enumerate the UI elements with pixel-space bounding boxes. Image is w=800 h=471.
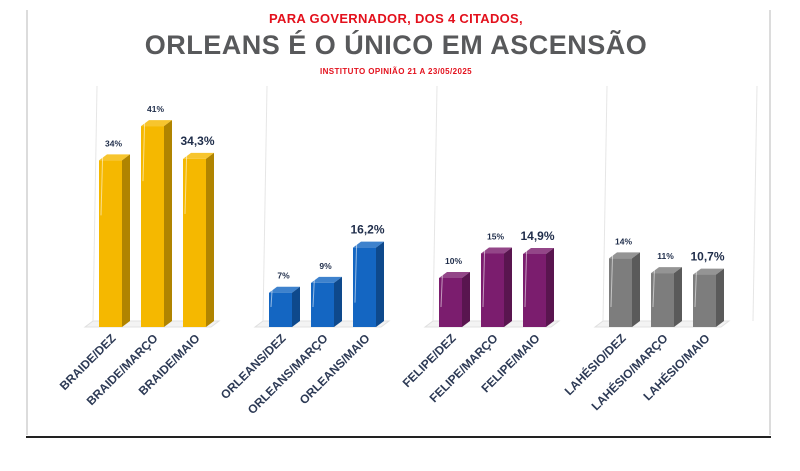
bar-top: [353, 241, 384, 248]
category-label: ORLEANS/MARÇO: [245, 331, 331, 417]
leader-line: [184, 140, 188, 214]
leader-line: [100, 142, 104, 216]
value-label: 7%: [277, 271, 290, 281]
leader-line: [440, 259, 444, 308]
bar-top: [523, 247, 554, 254]
bar-side: [122, 154, 130, 327]
bar-front: [141, 126, 164, 327]
bar-side: [334, 276, 342, 327]
bottom-rule: [26, 436, 771, 438]
bar: [311, 264, 342, 327]
bar-front: [269, 292, 292, 327]
bar-top: [183, 152, 214, 159]
chart-supertitle: PARA GOVERNADOR, DOS 4 CITADOS,: [269, 11, 523, 26]
value-label: 14%: [615, 236, 632, 246]
chart-title: ORLEANS É O ÚNICO EM ASCENSÃO: [144, 30, 648, 60]
bar-top: [141, 120, 172, 127]
value-label: 34%: [105, 138, 122, 148]
bar-top: [439, 272, 470, 278]
value-label: 34,3%: [180, 134, 214, 148]
bar: [481, 235, 512, 327]
leader-line: [482, 235, 486, 308]
bar: [609, 240, 640, 327]
bar-side: [164, 120, 172, 327]
bar-side: [716, 268, 724, 327]
bar-side: [546, 247, 554, 327]
leader-line: [142, 108, 146, 182]
bar-top: [651, 267, 682, 274]
value-label: 9%: [319, 261, 332, 271]
bar: [439, 259, 470, 327]
bar-front: [651, 273, 674, 327]
category-label: LAHÉSIO/MARÇO: [588, 331, 671, 414]
leader-line: [354, 229, 358, 303]
bar-side: [292, 286, 300, 327]
bar: [651, 255, 682, 327]
bar-top: [481, 247, 512, 254]
bar: [99, 142, 130, 327]
bar-top: [693, 268, 724, 275]
frame-right-border: [769, 10, 771, 435]
bar-front: [353, 247, 376, 327]
value-label: 15%: [487, 232, 504, 242]
leader-line: [610, 240, 614, 308]
value-label: 10,7%: [690, 250, 724, 264]
bar-side: [206, 152, 214, 327]
leader-line: [312, 264, 316, 308]
bars: [99, 108, 724, 327]
leader-line: [652, 255, 656, 308]
bar-front: [481, 253, 504, 327]
bar-side: [632, 252, 640, 327]
frame-left-border: [26, 10, 28, 435]
bar-front: [523, 253, 546, 327]
grid-line: [602, 85, 608, 322]
bar: [269, 274, 300, 327]
bar-front: [99, 160, 122, 327]
leader-line: [694, 256, 698, 308]
bar-front: [183, 158, 206, 327]
grid-line: [92, 85, 98, 322]
value-label: 10%: [445, 256, 462, 266]
bar: [183, 140, 214, 327]
category-label: BRAIDE/MARÇO: [84, 331, 161, 408]
bar-front: [439, 278, 462, 327]
grid-line: [262, 85, 268, 322]
bar-side: [462, 272, 470, 327]
grid-line: [752, 85, 758, 322]
bar-top: [609, 252, 640, 259]
bar-top: [99, 154, 130, 161]
bar-front: [311, 282, 334, 327]
bar-side: [674, 267, 682, 327]
bar-front: [609, 258, 632, 327]
value-label: 11%: [657, 251, 674, 261]
bar: [693, 256, 724, 327]
bar-top: [269, 286, 300, 293]
bar-side: [504, 247, 512, 327]
bar: [523, 235, 554, 327]
leader-line: [270, 274, 274, 308]
bar: [141, 108, 172, 327]
value-label: 14,9%: [520, 229, 554, 243]
value-labels: 34% 41% 34,3% 7% 9% 16,2% 10% 15% 14,9% 14% 11% 10,…: [105, 104, 725, 281]
bar-side: [376, 241, 384, 327]
bar-front: [693, 274, 716, 327]
leader-line: [524, 235, 528, 308]
bar: [353, 229, 384, 327]
bar-top: [311, 276, 342, 283]
grid-line: [432, 85, 438, 322]
value-label: 41%: [147, 104, 164, 114]
value-label: 16,2%: [350, 223, 384, 237]
chart-source: INSTITUTO OPINIÃO 21 A 23/05/2025: [319, 67, 473, 76]
